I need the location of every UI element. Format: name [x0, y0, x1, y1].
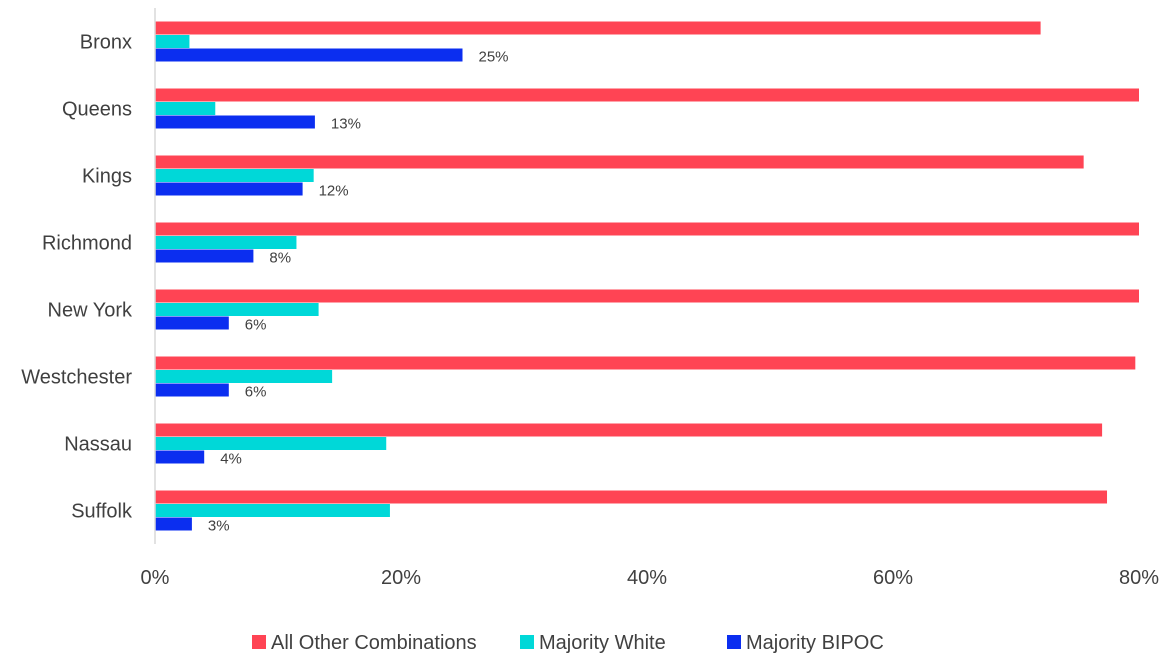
- data-label-bronx: 25%: [479, 49, 509, 66]
- x-tick-label-0: 0%: [141, 567, 170, 589]
- bar-majority-white-westchester: [155, 370, 333, 383]
- category-label-new-york: New York: [48, 300, 133, 322]
- category-label-bronx: Bronx: [80, 32, 132, 54]
- bar-all-other-combinations-suffolk: [155, 490, 1108, 504]
- legend-label-all-other-combinations: All Other Combinations: [271, 632, 477, 654]
- legend-label-majority-white: Majority White: [539, 632, 666, 654]
- bar-all-other-combinations-bronx: [155, 21, 1041, 35]
- data-label-westchester: 6%: [245, 384, 267, 401]
- bar-majority-bipoc-kings: [155, 182, 303, 196]
- bar-all-other-combinations-richmond: [155, 222, 1139, 236]
- category-label-westchester: Westchester: [21, 367, 132, 389]
- category-label-suffolk: Suffolk: [71, 501, 133, 523]
- legend-swatch-all-other-combinations: [252, 635, 266, 649]
- x-tick-label-60: 60%: [873, 567, 913, 589]
- x-tick-label-80: 80%: [1119, 567, 1159, 589]
- data-label-kings: 12%: [319, 183, 349, 200]
- bar-majority-bipoc-queens: [155, 115, 315, 129]
- bar-majority-bipoc-westchester: [155, 383, 229, 397]
- bar-all-other-combinations-westchester: [155, 356, 1136, 370]
- category-label-kings: Kings: [82, 166, 132, 188]
- bar-majority-white-suffolk: [155, 504, 390, 517]
- bar-majority-bipoc-nassau: [155, 450, 205, 464]
- bars-layer: [155, 21, 1139, 531]
- bar-all-other-combinations-new-york: [155, 289, 1139, 303]
- bar-majority-bipoc-suffolk: [155, 517, 192, 531]
- bar-majority-white-new-york: [155, 303, 319, 316]
- data-labels: 25% 13% 12% 8% 6% 6% 4% 3%: [208, 49, 509, 535]
- bar-majority-white-richmond: [155, 236, 297, 249]
- data-label-new-york: 6%: [245, 317, 267, 334]
- x-axis-ticks: 0% 20% 40% 60% 80%: [141, 567, 1160, 589]
- bar-majority-bipoc-bronx: [155, 48, 463, 62]
- category-label-nassau: Nassau: [64, 434, 132, 456]
- bar-majority-white-nassau: [155, 437, 387, 450]
- category-label-richmond: Richmond: [42, 233, 132, 255]
- category-labels: Bronx Queens Kings Richmond New York Westches…: [21, 32, 133, 523]
- bar-majority-white-bronx: [155, 35, 190, 48]
- legend-swatch-majority-bipoc: [727, 635, 741, 649]
- bar-majority-bipoc-new-york: [155, 316, 229, 330]
- bar-majority-bipoc-richmond: [155, 249, 254, 263]
- bar-majority-white-kings: [155, 169, 314, 182]
- data-label-suffolk: 3%: [208, 518, 230, 535]
- legend-swatch-majority-white: [520, 635, 534, 649]
- bar-majority-white-queens: [155, 102, 216, 115]
- bar-all-other-combinations-queens: [155, 88, 1139, 102]
- bar-all-other-combinations-nassau: [155, 423, 1103, 437]
- x-tick-label-40: 40%: [627, 567, 667, 589]
- legend-label-majority-bipoc: Majority BIPOC: [746, 632, 884, 654]
- bar-all-other-combinations-kings: [155, 155, 1084, 169]
- x-tick-label-20: 20%: [381, 567, 421, 589]
- data-label-queens: 13%: [331, 116, 361, 133]
- data-label-richmond: 8%: [269, 250, 291, 267]
- data-label-nassau: 4%: [220, 451, 242, 468]
- category-label-queens: Queens: [62, 99, 132, 121]
- legend: All Other Combinations Majority White Majo…: [252, 632, 884, 654]
